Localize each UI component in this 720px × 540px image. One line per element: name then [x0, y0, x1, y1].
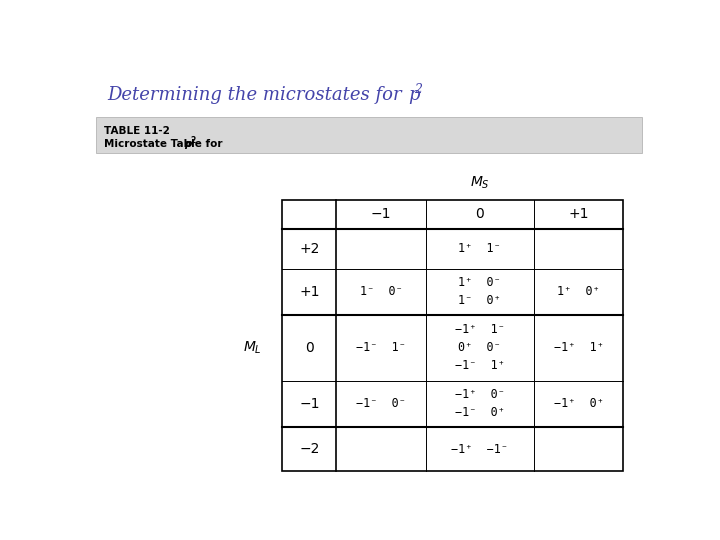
Text: 1⁺  1⁻: 1⁺ 1⁻ — [459, 242, 501, 255]
Text: +1: +1 — [568, 207, 589, 221]
Text: −1⁺  −1⁻: −1⁺ −1⁻ — [451, 443, 508, 456]
Text: +2: +2 — [299, 242, 320, 256]
Text: −1⁺  1⁻
0⁺  0⁻
−1⁻  1⁺: −1⁺ 1⁻ 0⁺ 0⁻ −1⁻ 1⁺ — [455, 323, 505, 372]
Text: −1⁺  0⁻
−1⁻  0⁺: −1⁺ 0⁻ −1⁻ 0⁺ — [455, 388, 505, 419]
Text: 2: 2 — [191, 137, 196, 145]
Text: Determining the microstates for: Determining the microstates for — [107, 86, 408, 104]
FancyBboxPatch shape — [96, 117, 642, 153]
Text: −1⁺  0⁺: −1⁺ 0⁺ — [554, 397, 603, 410]
Text: −2: −2 — [299, 442, 320, 456]
Text: 0: 0 — [475, 207, 484, 221]
Text: −1⁺  1⁺: −1⁺ 1⁺ — [554, 341, 603, 354]
Text: p: p — [184, 139, 192, 148]
Text: Microstate Table for: Microstate Table for — [104, 139, 226, 148]
Text: $M_S$: $M_S$ — [470, 174, 490, 191]
Text: 2: 2 — [414, 83, 422, 96]
Text: +1: +1 — [299, 285, 320, 299]
Text: $M_L$: $M_L$ — [243, 340, 262, 356]
Text: −1⁻  0⁻: −1⁻ 0⁻ — [356, 397, 406, 410]
Text: 0: 0 — [305, 341, 314, 355]
Text: −1: −1 — [299, 396, 320, 410]
Text: 1⁺  0⁺: 1⁺ 0⁺ — [557, 286, 600, 299]
Text: p: p — [408, 86, 419, 104]
Text: TABLE 11-2: TABLE 11-2 — [104, 126, 170, 137]
Text: −1⁻  1⁻: −1⁻ 1⁻ — [356, 341, 406, 354]
Text: 1⁻  0⁻: 1⁻ 0⁻ — [359, 286, 402, 299]
Text: −1: −1 — [371, 207, 391, 221]
Text: 1⁺  0⁻
1⁻  0⁺: 1⁺ 0⁻ 1⁻ 0⁺ — [459, 276, 501, 307]
